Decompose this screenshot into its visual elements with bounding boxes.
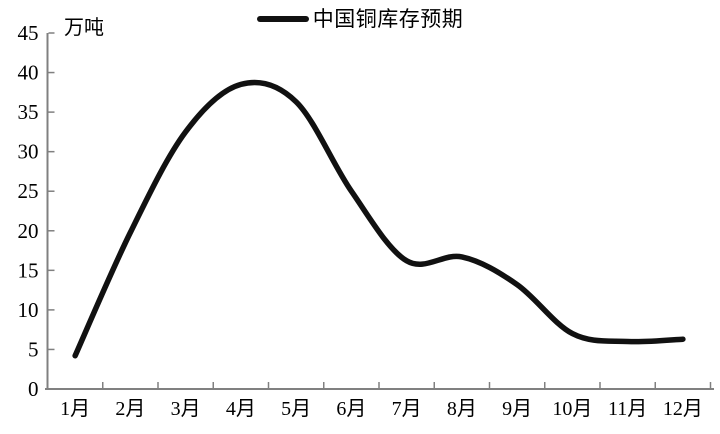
x-axis-tick-label: 1月: [60, 398, 90, 420]
x-axis-tick-label: 11月: [608, 398, 647, 420]
y-axis-tick-label: 0: [28, 377, 39, 401]
y-axis-tick-label: 10: [18, 298, 39, 322]
y-axis-tick-label: 5: [28, 337, 39, 361]
y-axis-tick-label: 35: [18, 100, 39, 124]
y-axis-tick-label: 20: [18, 219, 39, 243]
y-axis-tick-label: 45: [18, 21, 39, 45]
y-axis-tick-label: 30: [18, 140, 39, 164]
series-curve: [72, 79, 686, 359]
legend: 中国铜库存预期: [0, 8, 720, 30]
x-axis-tick-label: 10月: [552, 398, 592, 420]
x-axis-tick-label: 4月: [226, 398, 256, 420]
x-axis-tick-label: 9月: [502, 398, 532, 420]
x-axis-tick-label: 3月: [171, 398, 201, 420]
x-axis-tick-label: 2月: [115, 398, 145, 420]
x-axis-tick-label: 12月: [663, 398, 703, 420]
y-axis-tick-label: 25: [18, 179, 39, 203]
y-axis-unit-label: 万吨: [64, 17, 104, 39]
legend-line-marker: [256, 16, 309, 22]
x-axis-tick-label: 6月: [336, 398, 366, 420]
y-axis-tick-label: 40: [18, 61, 39, 85]
y-axis-tick-label: 15: [18, 258, 39, 282]
legend-series-label: 中国铜库存预期: [312, 7, 464, 31]
x-axis-tick-label: 8月: [447, 398, 477, 420]
x-axis-tick-label: 5月: [281, 398, 311, 420]
x-axis-tick-label: 7月: [392, 398, 422, 420]
